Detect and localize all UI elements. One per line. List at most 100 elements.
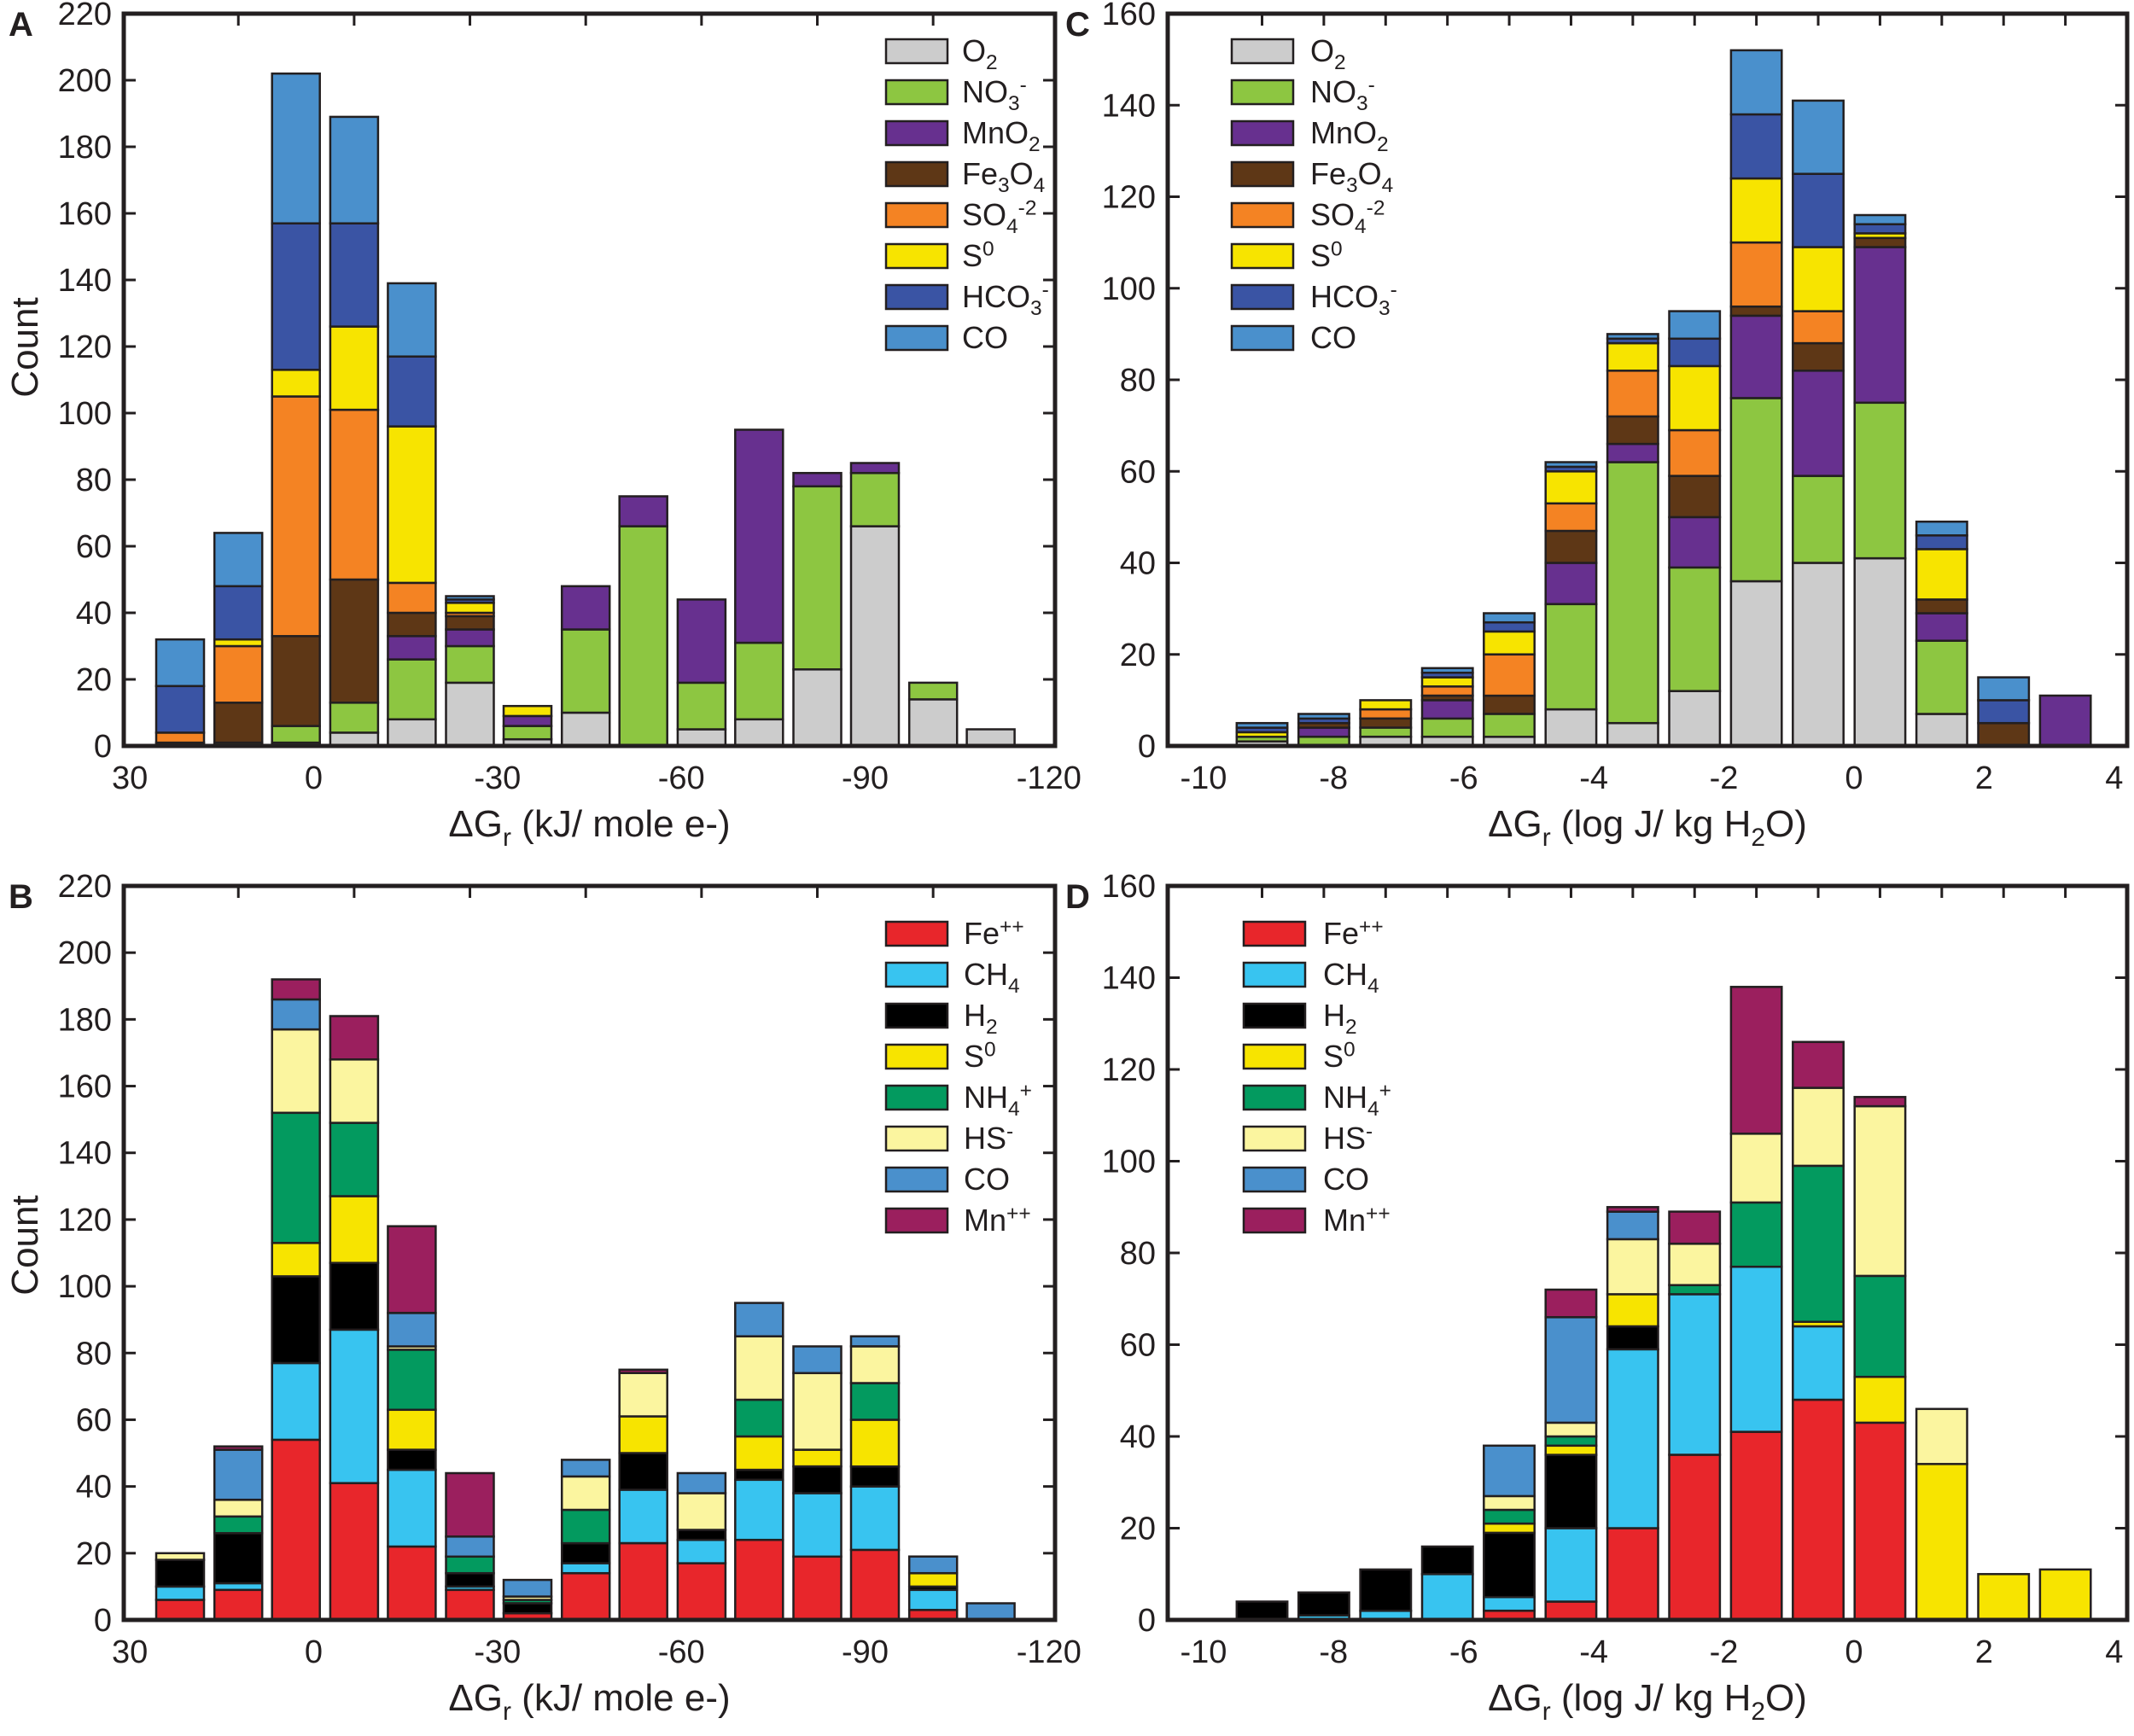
legend-label: HCO3-: [962, 278, 1049, 320]
bar-segment: [1729, 986, 1783, 1135]
y-tick-label: 160: [1102, 0, 1156, 32]
subscript: 2: [986, 1016, 998, 1039]
legend-swatch: [884, 79, 949, 106]
legend-swatch: [884, 324, 949, 352]
legend-swatch: [884, 961, 949, 988]
x-tick-label: -8: [1319, 1634, 1348, 1670]
y-tick-label: 0: [94, 1603, 112, 1639]
subscript: 4: [1367, 1098, 1379, 1121]
text-part: Fe: [964, 916, 1000, 951]
y-tick-label: 0: [1138, 1603, 1156, 1639]
bar-segment: [1915, 713, 1968, 748]
bar-segment: [329, 1261, 380, 1331]
bar-segment: [387, 425, 437, 585]
bar-segment: [1359, 717, 1413, 729]
bar-segment: [271, 978, 321, 1001]
bar-segment: [445, 1471, 495, 1538]
bar-segment: [329, 1195, 380, 1264]
panel-letter: D: [1065, 878, 1090, 916]
bar-segment: [329, 1015, 380, 1061]
x-tick-label: -60: [658, 760, 705, 796]
bar-segment: [1359, 1568, 1413, 1612]
bar-segment: [1668, 516, 1722, 569]
bar-segment: [1544, 562, 1598, 606]
bar-segment: [1544, 1453, 1598, 1529]
panel-letter: C: [1065, 6, 1090, 44]
x-tick-label: 4: [2105, 1634, 2123, 1670]
bar-segment: [271, 635, 321, 727]
superscript: -: [1020, 73, 1027, 96]
bar-segment: [734, 1478, 784, 1541]
bar-segment: [1729, 1133, 1783, 1204]
subscript: r: [1542, 1698, 1551, 1726]
subscript: 2: [1345, 1016, 1357, 1039]
bar-segment: [1729, 1201, 1783, 1268]
bar-segment: [271, 1275, 321, 1365]
bar-segment: [1977, 699, 2031, 725]
bar-segment: [445, 602, 495, 615]
y-tick-label: 80: [1120, 363, 1156, 399]
bar-segment: [734, 718, 784, 748]
superscript: ++: [1359, 915, 1384, 938]
text-part: HS: [964, 1121, 1006, 1156]
bar-segment: [213, 644, 264, 704]
y-tick-label: 80: [76, 1336, 112, 1372]
legend-label: CH4: [1323, 957, 1379, 998]
bar-segment: [1544, 1435, 1598, 1448]
bar-segment: [1420, 1545, 1474, 1576]
bar-segment: [1420, 1573, 1474, 1622]
bar-segment: [329, 1058, 380, 1124]
y-axis-label: Count: [4, 297, 46, 397]
bar-segment: [502, 704, 553, 718]
bar-segment: [907, 698, 959, 748]
y-tick-label: 20: [1120, 1512, 1156, 1547]
bar-segment: [1668, 310, 1722, 341]
bar-segment: [213, 532, 264, 588]
y-tick-label: 20: [76, 1536, 112, 1572]
x-tick-label: -4: [1579, 1634, 1608, 1670]
bar-segment: [387, 581, 437, 615]
bar-segment: [1853, 401, 1907, 560]
bar-segment: [1853, 1104, 1907, 1278]
bar-segment: [1606, 1348, 1659, 1529]
y-tick-label: 80: [76, 463, 112, 498]
bar-segment: [618, 1452, 668, 1491]
bar-segment: [849, 1485, 901, 1552]
bar-segment: [1544, 1444, 1598, 1456]
bar-segment: [1668, 1210, 1722, 1245]
bar-segment: [849, 471, 901, 527]
text-part: O: [962, 33, 986, 68]
bar-segment: [1853, 556, 1907, 748]
x-tick-label: -10: [1180, 760, 1227, 796]
text-part: CO: [964, 1162, 1010, 1197]
x-tick-label: 0: [1845, 1634, 1863, 1670]
y-tick-label: 40: [76, 596, 112, 632]
bar-segment: [329, 408, 380, 581]
bar-segment: [445, 681, 495, 748]
bar-segment: [1544, 603, 1598, 711]
bar-segment: [1606, 415, 1659, 446]
text-part: CH: [964, 957, 1008, 992]
bar-segment: [387, 282, 437, 358]
y-tick-label: 140: [1102, 88, 1156, 124]
legend-swatch: [884, 242, 949, 270]
bar-segment: [792, 668, 843, 748]
bar-segment: [1915, 598, 1968, 615]
legend-swatch: [1242, 1043, 1307, 1070]
bar-segment: [1668, 566, 1722, 692]
x-axis-label: ΔGr (kJ/ mole e-): [448, 1677, 730, 1726]
bar-segment: [560, 1475, 611, 1512]
superscript: 0: [1331, 237, 1343, 260]
text-part: HS: [1323, 1121, 1366, 1156]
y-tick-label: 40: [1120, 1419, 1156, 1455]
legend-swatch: [884, 201, 949, 229]
bar-segment: [271, 1361, 321, 1442]
subscript: 4: [1008, 975, 1020, 998]
bar-segment: [271, 1111, 321, 1244]
y-tick-label: 120: [58, 329, 112, 365]
y-tick-label: 160: [58, 196, 112, 232]
text-part: O): [1765, 803, 1807, 845]
